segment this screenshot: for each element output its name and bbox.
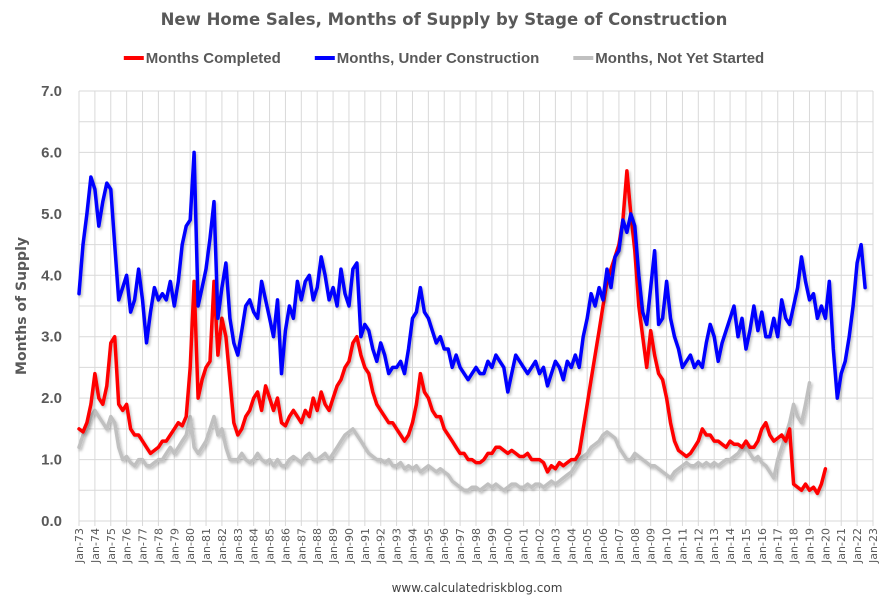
x-tick-label: Jan-16 <box>756 528 769 564</box>
legend-label-not-yet-started: Months, Not Yet Started <box>595 50 764 67</box>
x-tick-label: Jan-87 <box>295 528 308 564</box>
x-tick-label: Jan-00 <box>502 528 515 564</box>
x-tick-label: Jan-12 <box>692 528 705 564</box>
x-tick-label: Jan-91 <box>359 528 372 564</box>
legend-item-under-construction[interactable]: Months, Under Construction <box>314 50 540 67</box>
x-tick-label: Jan-74 <box>89 528 102 564</box>
x-tick-label: Jan-79 <box>168 528 181 564</box>
series-under-construction <box>77 150 867 400</box>
y-axis-ticks: 0.0 1.0 2.0 3.0 4.0 5.0 6.0 7.0 <box>41 83 62 530</box>
x-tick-label: Jan-02 <box>534 528 547 564</box>
x-tick-label: Jan-15 <box>740 528 753 564</box>
source-credit: www.calculatedriskblog.com <box>392 581 563 595</box>
y-tick-label: 3.0 <box>41 329 62 346</box>
x-tick-label: Jan-07 <box>613 528 626 564</box>
x-tick-label: Jan-06 <box>597 528 610 564</box>
x-tick-label: Jan-97 <box>454 528 467 564</box>
x-tick-label: Jan-94 <box>407 528 420 564</box>
x-tick-label: Jan-01 <box>518 528 531 564</box>
x-tick-label: Jan-11 <box>676 528 689 564</box>
series-lines <box>77 150 867 496</box>
x-tick-label: Jan-10 <box>661 528 674 564</box>
x-tick-label: Jan-85 <box>264 528 277 564</box>
x-tick-label: Jan-03 <box>549 528 562 564</box>
legend-label-completed: Months Completed <box>146 50 281 67</box>
y-tick-label: 5.0 <box>41 206 62 223</box>
x-tick-label: Jan-86 <box>279 528 292 564</box>
x-tick-label: Jan-88 <box>311 528 324 564</box>
legend: Months Completed Months, Under Construct… <box>123 50 764 67</box>
x-tick-label: Jan-76 <box>121 528 134 564</box>
x-tick-label: Jan-96 <box>438 528 451 564</box>
x-tick-label: Jan-98 <box>470 528 483 564</box>
x-tick-label: Jan-82 <box>216 528 229 564</box>
y-tick-label: 4.0 <box>41 267 62 284</box>
x-tick-label: Jan-92 <box>375 528 388 564</box>
x-tick-label: Jan-05 <box>581 528 594 564</box>
x-tick-label: Jan-19 <box>804 528 817 564</box>
x-tick-label: Jan-95 <box>422 528 435 564</box>
x-tick-label: Jan-18 <box>788 528 801 564</box>
x-tick-label: Jan-81 <box>200 528 213 564</box>
y-tick-label: 7.0 <box>41 83 62 100</box>
x-tick-label: Jan-08 <box>629 528 642 564</box>
x-tick-label: Jan-83 <box>232 528 245 564</box>
series-months-completed <box>77 169 828 496</box>
x-tick-label: Jan-93 <box>391 528 404 564</box>
x-tick-label: Jan-23 <box>867 528 880 564</box>
x-tick-label: Jan-89 <box>327 528 340 564</box>
x-tick-label: Jan-04 <box>565 528 578 564</box>
x-tick-label: Jan-20 <box>819 528 832 564</box>
x-tick-label: Jan-17 <box>772 528 785 564</box>
y-tick-label: 0.0 <box>41 513 62 530</box>
x-tick-label: Jan-90 <box>343 528 356 564</box>
y-axis-label: Months of Supply <box>14 237 30 375</box>
x-tick-label: Jan-73 <box>73 528 86 564</box>
x-tick-label: Jan-84 <box>248 528 261 564</box>
x-tick-label: Jan-09 <box>645 528 658 564</box>
legend-label-under-construction: Months, Under Construction <box>337 50 540 67</box>
legend-item-not-yet-started[interactable]: Months, Not Yet Started <box>573 50 764 67</box>
x-tick-label: Jan-78 <box>152 528 165 564</box>
y-tick-label: 1.0 <box>41 452 62 469</box>
y-tick-label: 2.0 <box>41 390 62 407</box>
chart-title: New Home Sales, Months of Supply by Stag… <box>161 10 728 29</box>
x-tick-label: Jan-80 <box>184 528 197 564</box>
y-tick-label: 6.0 <box>41 144 62 161</box>
x-tick-label: Jan-13 <box>708 528 721 564</box>
x-tick-label: Jan-99 <box>486 528 499 564</box>
series-not-yet-started <box>77 381 812 493</box>
legend-item-months-completed[interactable]: Months Completed <box>123 50 281 67</box>
x-tick-label: Jan-75 <box>105 528 118 564</box>
x-tick-label: Jan-21 <box>835 528 848 564</box>
x-tick-label: Jan-22 <box>851 528 864 564</box>
x-tick-label: Jan-14 <box>724 528 737 564</box>
x-tick-label: Jan-77 <box>137 528 150 564</box>
x-axis-ticks: Jan-73 Jan-74 Jan-75 Jan-76 Jan-77 Jan-78 Jan-… <box>73 528 880 564</box>
